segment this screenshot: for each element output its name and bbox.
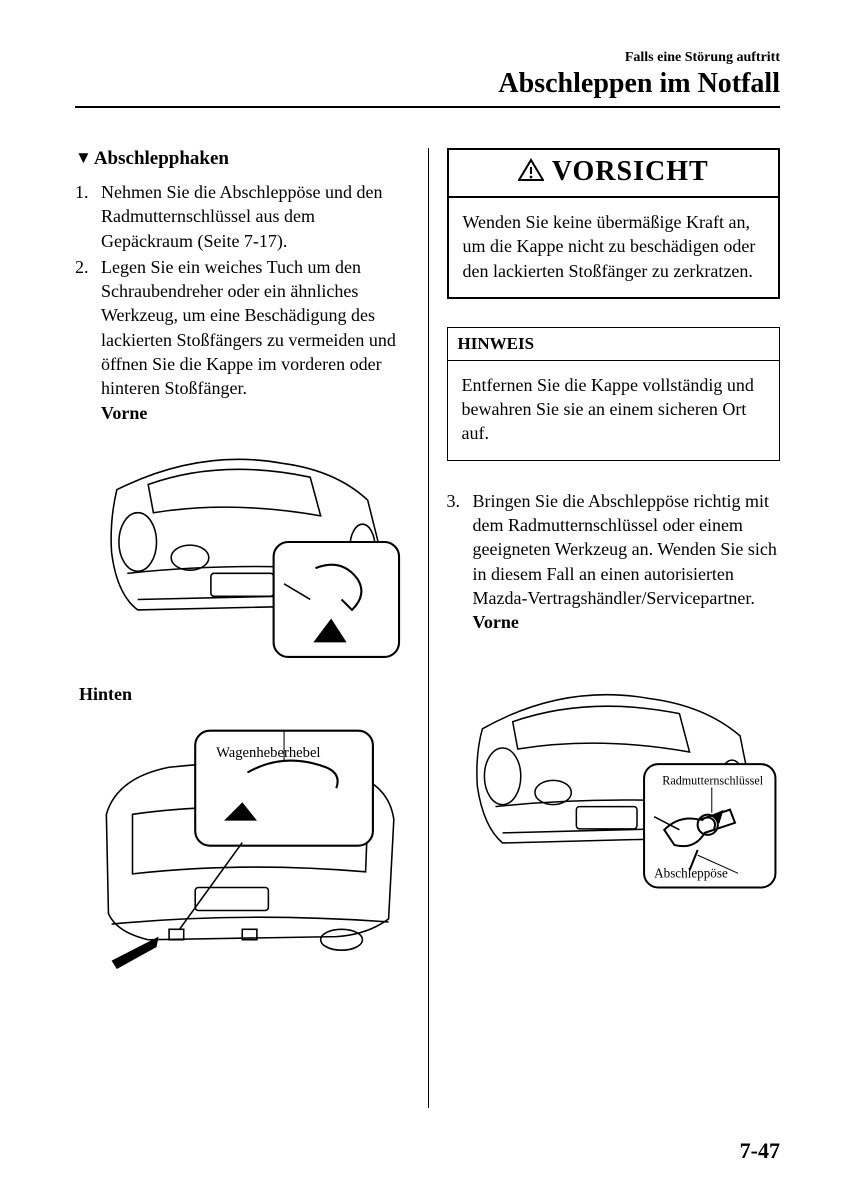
illustration-rear-wrap: Wagenheberhebel: [75, 715, 410, 987]
note-text: Entfernen Sie die Kappe vollständig und …: [448, 361, 780, 460]
header-subtitle: Falls eine Störung auftritt: [75, 50, 780, 66]
step-1-number: 1.: [75, 180, 101, 253]
step-3-text: Bringen Sie die Abschleppöse richtig mit…: [473, 491, 777, 608]
callout-wrench: Radmutternschlüssel: [662, 773, 764, 787]
content-columns: ▼Abschlepphaken 1. Nehmen Sie die Abschl…: [75, 148, 780, 1108]
label-rear: Hinten: [79, 684, 410, 705]
right-column: VORSICHT Wenden Sie keine übermäßige Kra…: [428, 148, 781, 1108]
triangle-marker-icon: ▼: [75, 148, 92, 168]
step-2: 2. Legen Sie ein weiches Tuch um den Sch…: [75, 255, 410, 425]
illustration-front-wrap: [75, 427, 410, 678]
caution-box: VORSICHT Wenden Sie keine übermäßige Kra…: [447, 148, 781, 299]
illustration-car-front-wrench: Radmutternschlüssel Abschleppöse: [447, 653, 781, 906]
warning-triangle-icon: [518, 158, 544, 182]
header-rule: [75, 106, 780, 108]
note-heading: HINWEIS: [448, 328, 780, 361]
label-front-right: Vorne: [473, 612, 519, 632]
left-column: ▼Abschlepphaken 1. Nehmen Sie die Abschl…: [75, 148, 428, 1108]
page-header: Falls eine Störung auftritt Abschleppen …: [75, 50, 780, 100]
step-2-text: Legen Sie ein weiches Tuch um den Schrau…: [101, 257, 396, 398]
step-2-number: 2.: [75, 255, 101, 425]
step-1: 1. Nehmen Sie die Abschleppöse und den R…: [75, 180, 410, 253]
label-front: Vorne: [101, 403, 147, 423]
caution-title: VORSICHT: [552, 156, 709, 187]
step-3: 3. Bringen Sie die Abschleppöse richtig …: [447, 489, 781, 635]
illustration-car-rear: Wagenheberhebel: [75, 715, 410, 987]
caution-text: Wenden Sie keine übermäßige Kraft an, um…: [449, 198, 779, 297]
header-title: Abschleppen im Notfall: [75, 68, 780, 100]
step-3-number: 3.: [447, 489, 473, 635]
subheading: ▼Abschlepphaken: [75, 148, 410, 170]
step-2-body: Legen Sie ein weiches Tuch um den Schrau…: [101, 255, 410, 425]
callout-jacklever: Wagenheberhebel: [216, 745, 320, 761]
illustration-car-front: [75, 427, 410, 678]
page-number: 7-47: [740, 1138, 780, 1164]
callout-toweye: Abschleppöse: [654, 865, 728, 880]
step-1-text: Nehmen Sie die Abschleppöse und den Radm…: [101, 180, 410, 253]
note-box: HINWEIS Entfernen Sie die Kappe vollstän…: [447, 327, 781, 461]
illustration-front-wrench-wrap: Radmutternschlüssel Abschleppöse: [447, 653, 781, 906]
subheading-text: Abschlepphaken: [94, 148, 229, 169]
caution-heading: VORSICHT: [449, 150, 779, 198]
step-3-body: Bringen Sie die Abschleppöse richtig mit…: [473, 489, 781, 635]
arrow-icon: [112, 936, 159, 968]
